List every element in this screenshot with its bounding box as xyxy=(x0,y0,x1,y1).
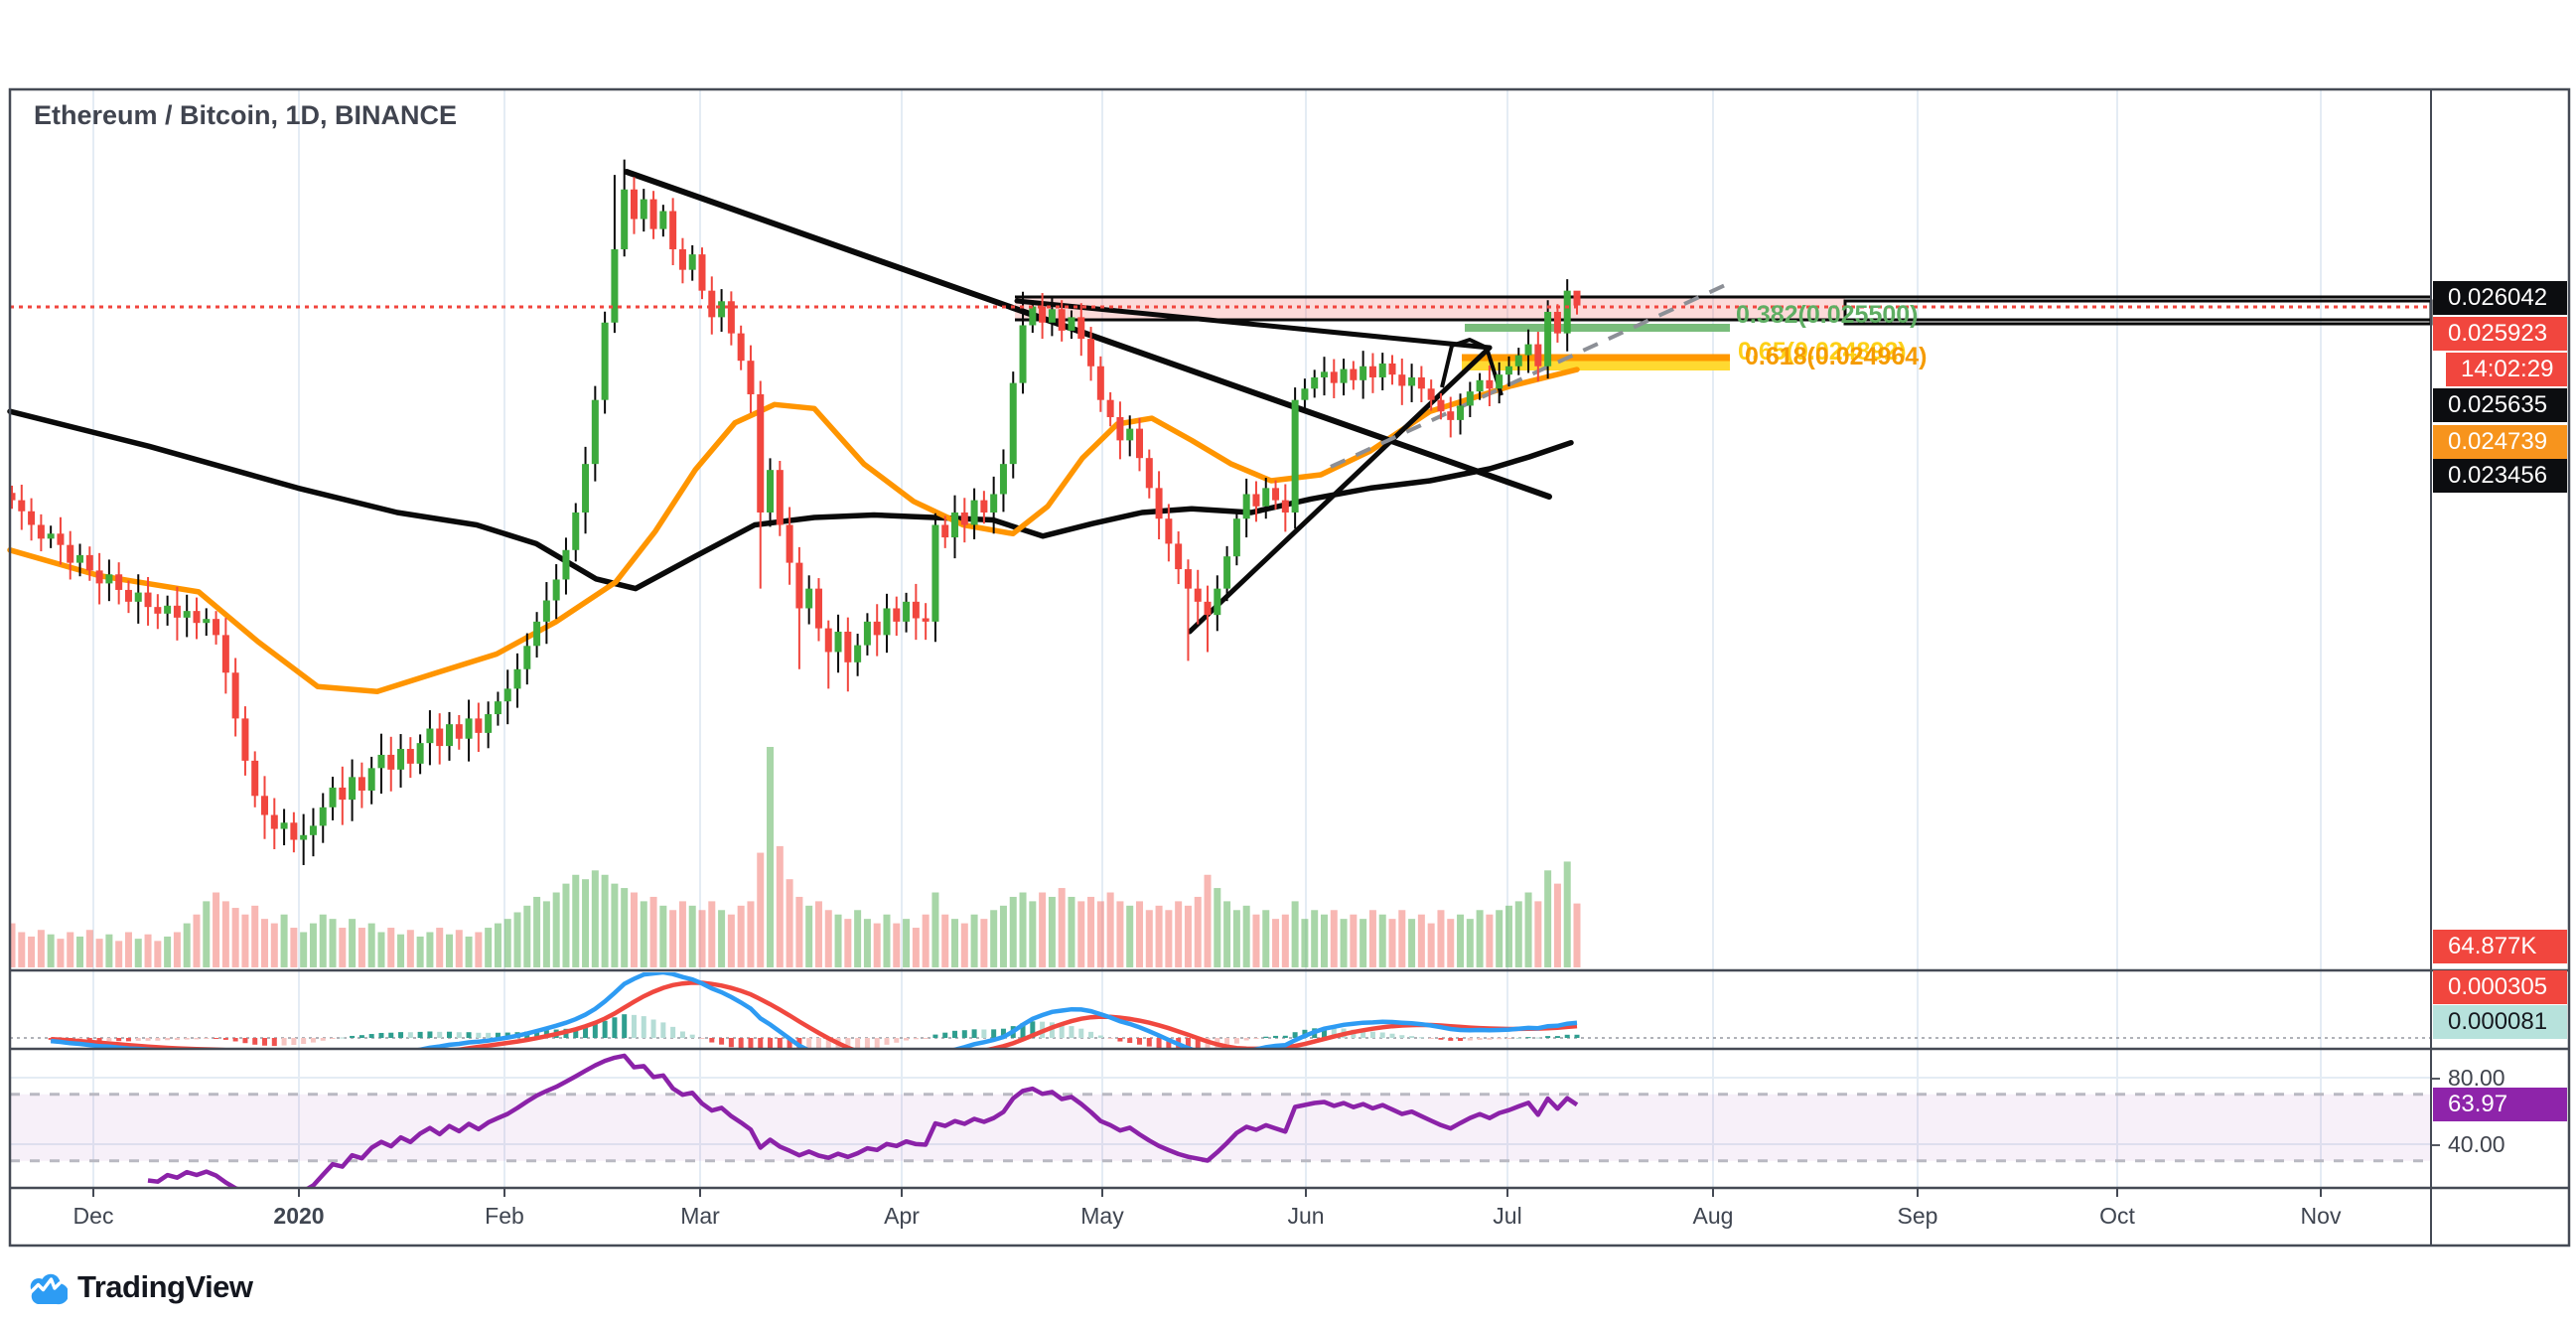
price-value-label: 14:02:29 xyxy=(2446,353,2567,386)
tradingview-logo-text: TradingView xyxy=(77,1269,253,1304)
chart-pane-title: Ethereum / Bitcoin, 1D, BINANCE xyxy=(34,100,458,130)
tradingview-cloud-icon xyxy=(30,1273,68,1305)
price-value-label: 0.023456 xyxy=(2433,459,2567,493)
price-value-label: 0.025923 xyxy=(2433,317,2567,351)
date-tick-label: Jul xyxy=(1493,1203,1522,1229)
date-tick-label: Aug xyxy=(1692,1203,1734,1229)
fib-level-label: 0.65(0.024892) xyxy=(1738,338,1907,366)
macd-pane xyxy=(11,972,2430,1048)
price-value-label: 0.024739 xyxy=(2433,425,2567,459)
candlestick-series xyxy=(11,159,1581,865)
price-tick-label: 80.00 xyxy=(2432,1062,2569,1095)
price-tick-label: 40.00 xyxy=(2432,1128,2569,1161)
price-scale-axis[interactable]: 0.0300000.0280000.0220000.0210000.020000… xyxy=(2432,0,2569,1246)
trend-lines[interactable] xyxy=(624,169,1735,635)
fib-level-label: 0.618(0.024964) xyxy=(1745,343,1928,370)
volume-series xyxy=(11,747,1581,967)
date-tick-label: Nov xyxy=(2300,1203,2342,1229)
price-value-label: 0.026042 xyxy=(2433,281,2567,315)
date-tick-label: Apr xyxy=(884,1203,920,1229)
price-value-label: 64.877K xyxy=(2433,930,2567,963)
price-value-label: 0.025635 xyxy=(2433,388,2567,422)
date-tick-label: May xyxy=(1080,1203,1124,1229)
date-tick-label: Mar xyxy=(680,1203,720,1229)
price-value-label: 0.000305 xyxy=(2433,970,2567,1004)
date-tick-label: Dec xyxy=(72,1203,114,1229)
date-tick-label: Jun xyxy=(1287,1203,1325,1229)
chart-drawings[interactable] xyxy=(1015,295,2433,370)
date-axis[interactable]: Dec 2020 Feb Mar Apr May Jun Jul Aug Sep Oct Nov xyxy=(0,1189,2576,1246)
date-tick-label: Sep xyxy=(1897,1203,1938,1229)
date-tick-label: Oct xyxy=(2099,1203,2135,1229)
ma-orange-line xyxy=(7,367,1580,694)
price-value-label: 63.97 xyxy=(2433,1088,2567,1121)
tradingview-logo[interactable]: TradingView xyxy=(24,1269,253,1305)
date-tick-label: Feb xyxy=(485,1203,524,1229)
date-tick-label: 2020 xyxy=(273,1203,325,1229)
fib-level-label: 0.382(0.025500) xyxy=(1736,301,1919,329)
pane-borders xyxy=(8,87,2571,1248)
price-value-label: 0.000081 xyxy=(2433,1005,2567,1039)
rsi-pane xyxy=(11,1053,2430,1187)
ma-black-line xyxy=(7,408,1574,592)
